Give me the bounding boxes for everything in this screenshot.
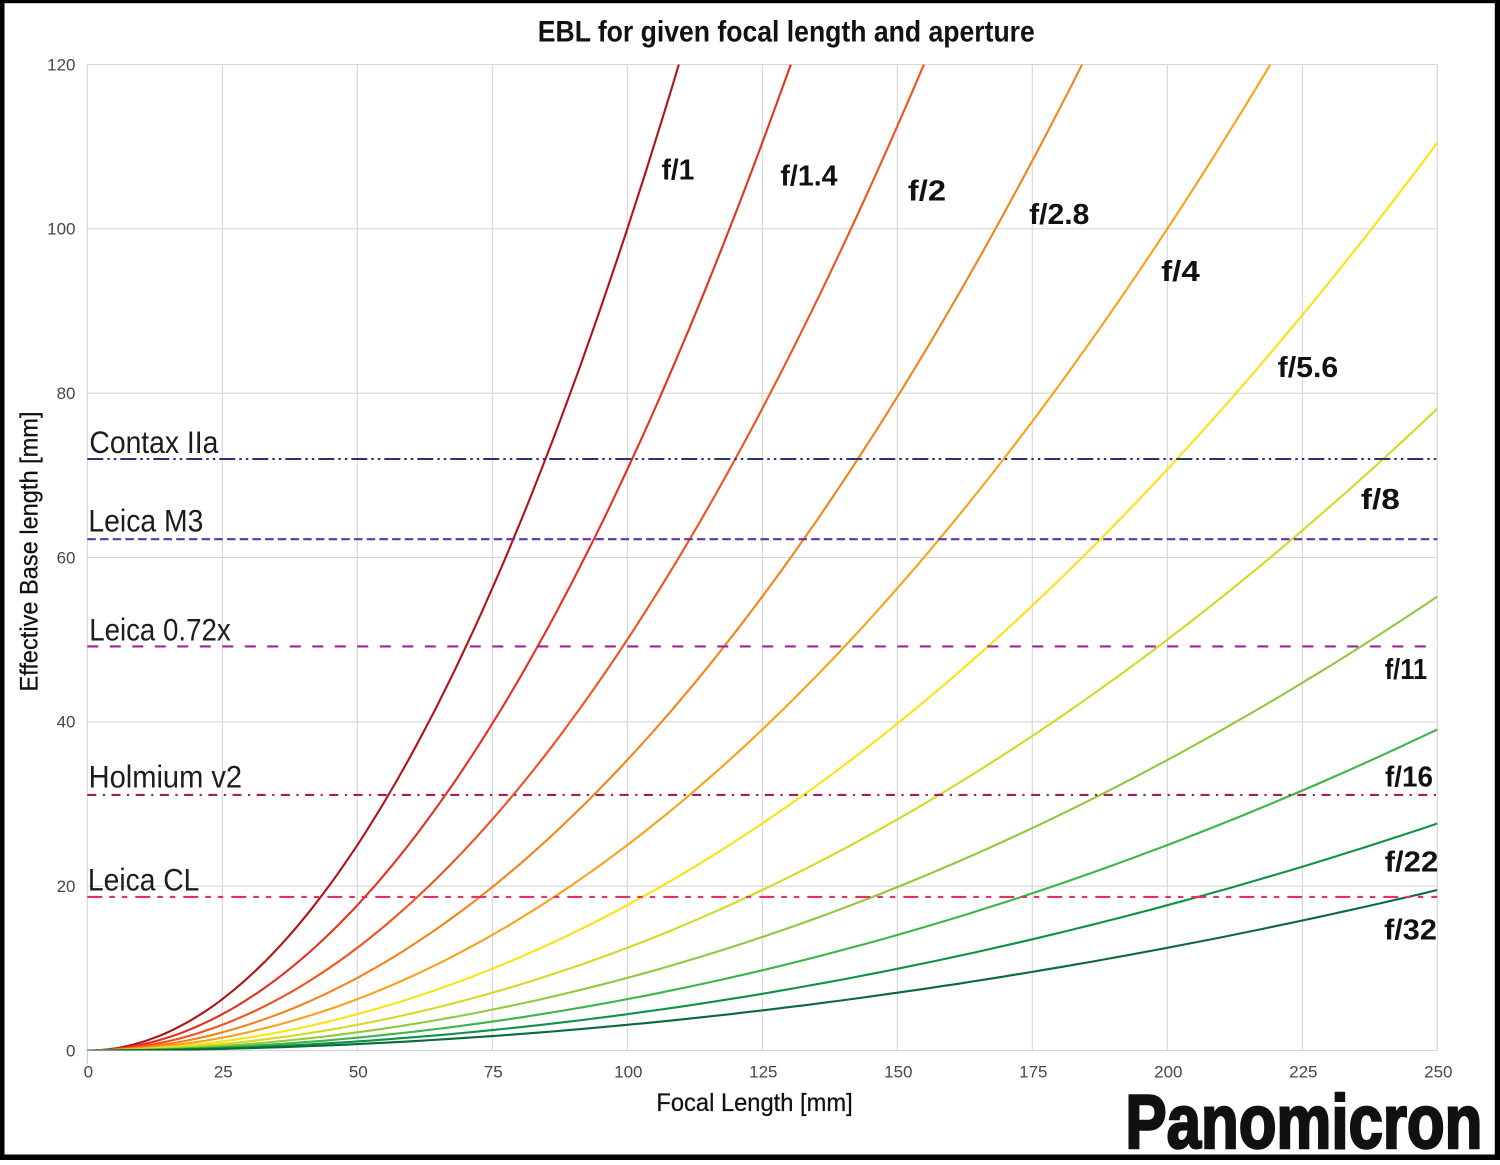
svg-text:20: 20: [57, 877, 76, 896]
svg-text:f/32: f/32: [1384, 915, 1437, 947]
svg-text:100: 100: [614, 1063, 642, 1082]
svg-text:0: 0: [84, 1063, 93, 1082]
svg-text:80: 80: [57, 384, 76, 403]
svg-text:f/1.4: f/1.4: [780, 160, 837, 192]
svg-text:Leica CL: Leica CL: [88, 862, 199, 898]
svg-text:125: 125: [749, 1063, 777, 1082]
svg-text:40: 40: [57, 713, 76, 732]
svg-text:75: 75: [484, 1063, 503, 1082]
svg-text:25: 25: [214, 1063, 233, 1082]
svg-text:0: 0: [66, 1041, 75, 1060]
svg-text:250: 250: [1424, 1063, 1452, 1082]
svg-text:Focal Length [mm]: Focal Length [mm]: [656, 1089, 852, 1117]
svg-text:225: 225: [1289, 1063, 1317, 1082]
svg-text:Effective Base length [mm]: Effective Base length [mm]: [15, 412, 43, 692]
svg-text:Holmium v2: Holmium v2: [89, 759, 243, 795]
svg-text:50: 50: [349, 1063, 368, 1082]
svg-text:Leica M3: Leica M3: [88, 503, 203, 539]
svg-text:f/11: f/11: [1385, 654, 1428, 686]
svg-text:f/1: f/1: [662, 155, 695, 187]
svg-text:60: 60: [57, 548, 76, 567]
svg-text:f/8: f/8: [1361, 484, 1400, 516]
svg-text:200: 200: [1154, 1063, 1182, 1082]
svg-text:Contax IIa: Contax IIa: [89, 424, 218, 460]
svg-text:EBL for given focal length and: EBL for given focal length and aperture: [538, 16, 1035, 49]
svg-text:Leica 0.72x: Leica 0.72x: [89, 612, 231, 648]
svg-text:f/5.6: f/5.6: [1278, 352, 1339, 384]
svg-text:Panomicron: Panomicron: [1125, 1080, 1482, 1160]
svg-text:175: 175: [1019, 1063, 1047, 1082]
svg-text:f/2.8: f/2.8: [1029, 199, 1089, 231]
svg-text:f/4: f/4: [1161, 256, 1200, 288]
svg-text:150: 150: [884, 1063, 912, 1082]
svg-text:f/22: f/22: [1385, 847, 1439, 879]
svg-text:100: 100: [47, 220, 75, 239]
svg-text:f/16: f/16: [1385, 762, 1433, 794]
svg-text:120: 120: [47, 55, 75, 74]
svg-text:f/2: f/2: [908, 176, 946, 208]
